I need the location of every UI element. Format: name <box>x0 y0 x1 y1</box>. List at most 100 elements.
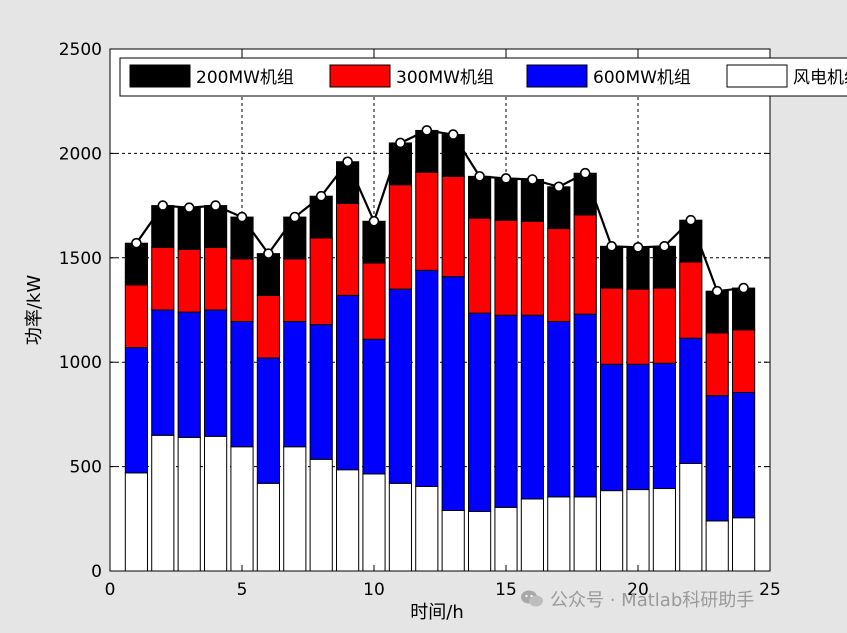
bar-segment-1 <box>124 472 148 572</box>
bar-segment-2 <box>124 347 148 474</box>
bar-segment-1 <box>204 435 228 572</box>
bar-segment-3 <box>336 203 360 296</box>
load-point <box>500 173 512 184</box>
bar-segment-4 <box>626 246 650 290</box>
load-point <box>474 171 485 182</box>
bar-segment-1 <box>362 473 386 572</box>
bar-segment-2 <box>230 320 254 448</box>
load-point <box>738 282 749 294</box>
bar-segment-2 <box>573 313 597 498</box>
watermark-text: 公众号 · Matlab科研助手 <box>550 590 755 611</box>
bar-segment-2 <box>336 294 360 471</box>
bar-segment-2 <box>441 276 465 511</box>
bar-segment-2 <box>626 363 650 491</box>
bar-segment-2 <box>204 309 228 437</box>
bar-segment-4 <box>547 186 571 230</box>
y-tick-label: 1500 <box>59 249 102 269</box>
bar-segment-2 <box>388 288 412 484</box>
bar-segment-3 <box>283 258 307 322</box>
legend-label: 300MW机组 <box>396 68 494 88</box>
bar-segment-3 <box>520 220 544 316</box>
bar-segment-4 <box>283 216 307 260</box>
bar-segment-2 <box>309 324 333 460</box>
x-axis-label: 时间/h <box>410 602 463 623</box>
bar-segment-4 <box>520 179 544 222</box>
bar-segment-4 <box>441 134 465 177</box>
bar-segment-1 <box>494 506 518 572</box>
load-point <box>131 237 142 249</box>
bar-segment-1 <box>732 517 756 572</box>
y-tick-label: 500 <box>70 458 102 478</box>
bar-segment-1 <box>230 446 254 572</box>
bar-segment-1 <box>600 490 624 572</box>
bar-segment-3 <box>573 214 597 315</box>
load-point <box>236 211 248 223</box>
x-tick-label: 10 <box>363 580 385 600</box>
bar-segment-3 <box>547 228 571 322</box>
watermark: 公众号 · Matlab科研助手 <box>520 586 754 612</box>
bar-segment-4 <box>151 205 175 248</box>
y-tick-label: 0 <box>91 562 102 582</box>
load-point <box>632 242 644 253</box>
x-tick-label: 5 <box>237 580 248 600</box>
bar-segment-2 <box>520 314 544 500</box>
bar-segment-3 <box>468 217 492 314</box>
bar-segment-3 <box>626 288 650 365</box>
bar-segment-3 <box>151 246 175 311</box>
bar-segment-4 <box>494 177 518 221</box>
load-point <box>368 215 380 227</box>
legend-label: 200MW机组 <box>196 68 294 88</box>
bar-segment-4 <box>362 220 386 264</box>
bar-segment-2 <box>415 269 439 487</box>
bar-segment-4 <box>124 242 148 286</box>
legend-label: 风电机组 <box>793 68 847 88</box>
legend: 200MW机组 300MW机组 600MW机组 风电机组 <box>119 57 847 97</box>
bar-segment-1 <box>705 520 729 572</box>
bar-segment-1 <box>388 482 412 572</box>
bar-segment-2 <box>256 357 280 484</box>
bar-segment-1 <box>151 434 175 572</box>
x-tick-label: 20 <box>627 580 649 600</box>
bar-segment-3 <box>177 248 201 313</box>
legend-box <box>119 57 847 97</box>
load-point <box>289 211 301 223</box>
bar-segment-1 <box>309 458 333 572</box>
bar-segment-3 <box>256 294 280 359</box>
bar-segment-3 <box>309 237 333 326</box>
bar-segment-3 <box>441 175 465 278</box>
bar-segment-2 <box>600 363 624 492</box>
legend-label: 600MW机组 <box>593 68 691 88</box>
bar-segment-4 <box>336 161 360 205</box>
bar-segment-4 <box>705 290 729 334</box>
bar-segment-1 <box>177 436 201 572</box>
bar-segment-2 <box>177 311 201 438</box>
bar-segment-2 <box>705 395 729 522</box>
bar-segment-3 <box>705 332 729 397</box>
x-tick-label: 15 <box>495 580 517 600</box>
load-point <box>263 248 274 259</box>
y-tick-label: 2500 <box>59 40 102 60</box>
y-tick-label: 1000 <box>59 353 102 373</box>
load-point <box>183 202 195 213</box>
bar-segment-1 <box>520 498 544 572</box>
bar-segment-2 <box>494 314 518 508</box>
bar-segment-4 <box>732 287 756 331</box>
load-point <box>210 200 221 211</box>
bar-segment-2 <box>468 312 492 512</box>
load-point <box>447 129 459 140</box>
load-point <box>421 125 433 136</box>
bar-segment-1 <box>679 462 703 572</box>
load-point <box>315 190 327 202</box>
bar-segment-4 <box>230 216 254 260</box>
bar-segment-1 <box>336 469 360 572</box>
legend-swatch <box>526 64 588 88</box>
bar-segment-2 <box>283 320 307 448</box>
bar-segment-3 <box>362 262 386 340</box>
x-tick-label: 25 <box>759 580 781 600</box>
bar-segment-4 <box>468 175 492 219</box>
load-point <box>157 200 169 211</box>
bar-segment-3 <box>600 287 624 365</box>
bar-segment-3 <box>124 284 148 349</box>
bar-segment-3 <box>494 219 518 316</box>
